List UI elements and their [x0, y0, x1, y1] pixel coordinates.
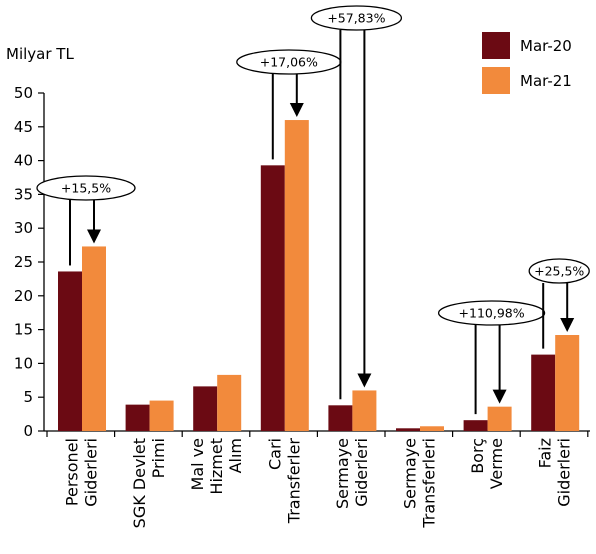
bar-mar-20-3	[260, 165, 285, 431]
y-tick-label: 0	[23, 422, 33, 440]
y-tick-label: 5	[23, 388, 33, 406]
annotation-arrow-head	[492, 389, 507, 404]
annotation-arrow-head	[87, 229, 101, 244]
y-tick-label: 50	[14, 84, 33, 102]
annotation-oval	[36, 175, 136, 201]
y-tick-label: 40	[14, 152, 33, 170]
annotation-oval	[310, 5, 403, 31]
y-tick-label: 15	[14, 321, 33, 339]
legend: Mar-20 Mar-21	[482, 32, 572, 94]
annotation-label: +15,5%	[61, 181, 111, 196]
category-label: Sermaye	[333, 438, 352, 509]
category-labels: Personel Giderleri SGK Devlet Primi Mal ve Hi…	[46, 431, 589, 529]
annotation-label: +17,06%	[260, 55, 318, 70]
category-label: Transferler	[284, 438, 303, 525]
bar-mar-21-5	[420, 426, 444, 431]
y-tick-label: 20	[14, 287, 33, 305]
bars	[58, 120, 580, 431]
bar-mar-20-1	[125, 404, 150, 431]
bar-mar-20-2	[193, 386, 218, 431]
y-tick-label: 35	[14, 185, 33, 203]
y-tick-label: 30	[14, 219, 33, 237]
bar-mar-20-4	[328, 405, 353, 431]
category-label: Alım	[226, 438, 245, 473]
annotations: +15,5% +17,06% +57,83% +110,98% +25,5%	[36, 5, 590, 415]
category-label: Personel	[63, 438, 82, 506]
annotation-label: +110,98%	[459, 306, 525, 321]
bar-mar-20-6	[463, 420, 488, 431]
category-label: Primi	[149, 438, 168, 478]
legend-label: Mar-21	[520, 72, 572, 90]
category-label: Giderleri	[555, 438, 574, 507]
annotation-label: +25,5%	[534, 264, 584, 279]
category-label: Mal ve	[188, 438, 207, 490]
annotation-arrow-head	[289, 103, 304, 118]
bar-mar-21-1	[149, 400, 174, 431]
legend-swatch	[482, 32, 510, 59]
annotation-oval	[528, 258, 590, 284]
category-label: Giderleri	[82, 438, 101, 507]
bar-mar-21-3	[284, 120, 309, 431]
category-label: SGK Devlet	[130, 438, 149, 528]
y-tick-label: 45	[14, 118, 33, 136]
legend-label: Mar-20	[520, 37, 572, 55]
bar-mar-21-2	[217, 374, 242, 431]
y-axis-title: Milyar TL	[6, 45, 74, 63]
category-label: Verme	[487, 438, 506, 489]
bar-mar-20-5	[396, 428, 420, 431]
category-label: Faiz	[536, 438, 555, 468]
category-label: Cari	[265, 438, 284, 470]
category-label: Borç	[468, 438, 487, 474]
bar-mar-21-4	[352, 390, 377, 431]
bar-mar-20-7	[531, 354, 556, 431]
annotation-arrow-head	[560, 318, 575, 333]
bar-mar-21-7	[555, 335, 580, 431]
bar-mar-21-0	[82, 246, 106, 431]
category-label: Hizmet	[207, 438, 226, 495]
y-tick-label: 10	[14, 354, 33, 372]
bar-mar-20-0	[58, 271, 82, 431]
annotation-label: +57,83%	[327, 11, 385, 26]
category-label: Giderleri	[352, 438, 371, 507]
y-tick-label: 25	[14, 253, 33, 271]
legend-swatch	[482, 67, 510, 94]
category-label: Transferleri	[420, 438, 439, 529]
annotation-arrow-head	[357, 373, 372, 388]
category-label: Sermaye	[401, 438, 420, 509]
annotation-oval	[437, 300, 546, 326]
bar-mar-21-6	[487, 406, 512, 431]
